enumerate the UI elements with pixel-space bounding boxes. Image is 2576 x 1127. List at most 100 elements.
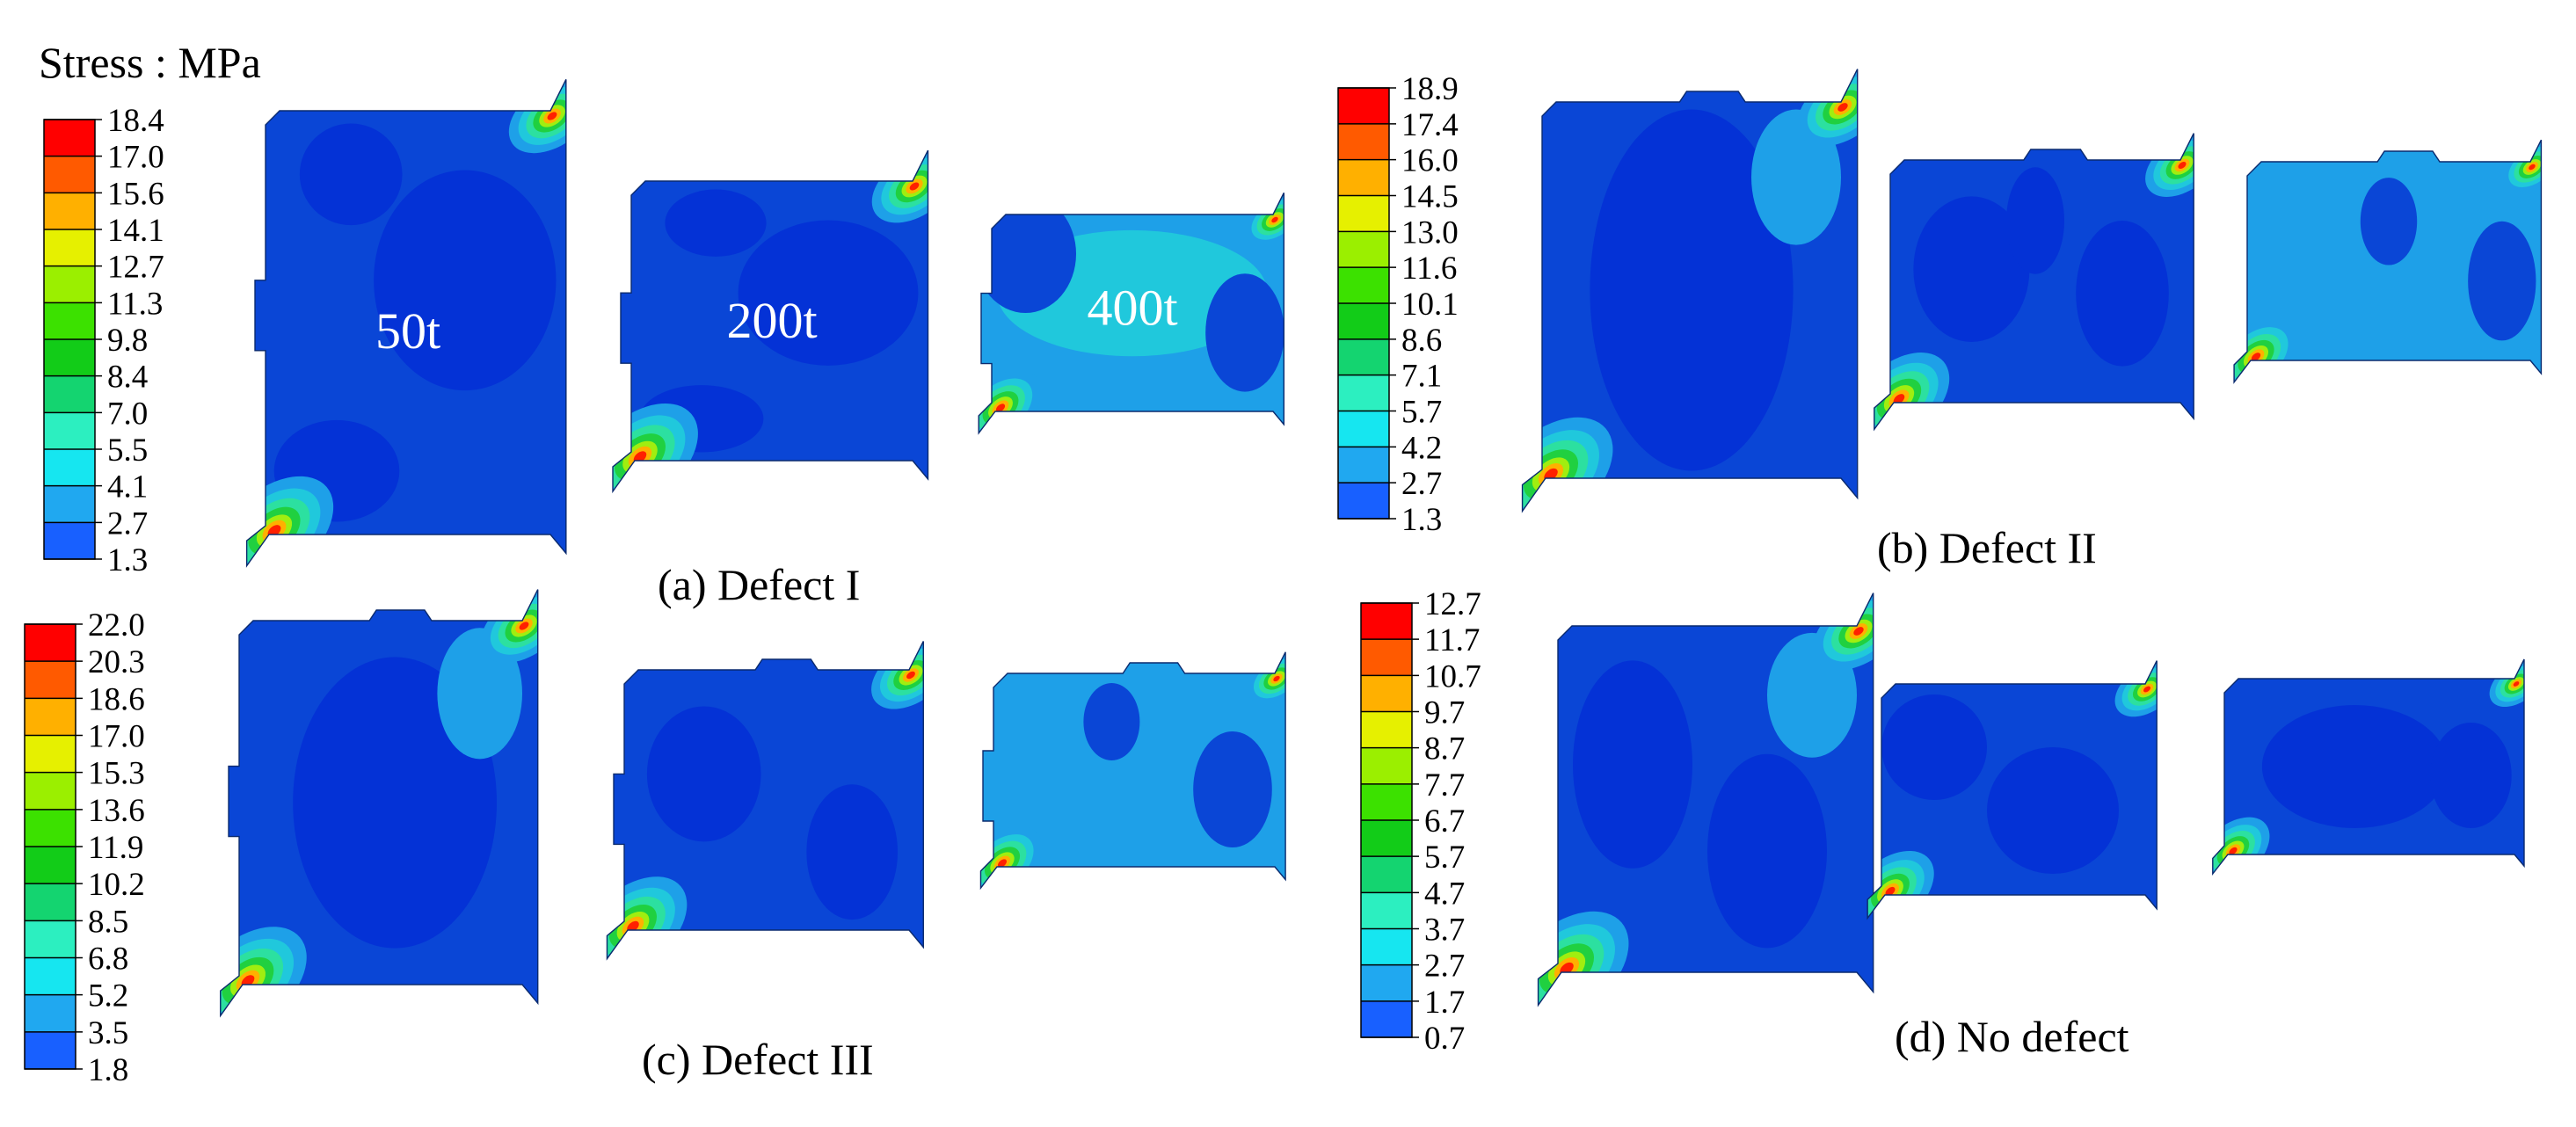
scale-tick-label: 11.7 <box>1424 622 1480 658</box>
contour-field <box>1874 133 2194 430</box>
scale-tick-label: 10.2 <box>88 867 145 903</box>
scale-tick-label: 5.2 <box>88 978 128 1014</box>
contour-zone <box>2430 723 2512 828</box>
scale-tick-label: 11.9 <box>88 830 143 866</box>
scale-swatch <box>1338 159 1389 196</box>
scale-tick-label: 0.7 <box>1424 1021 1465 1057</box>
scale-swatch <box>1361 1000 1412 1037</box>
scale-swatch <box>25 772 76 810</box>
scale-swatch <box>1338 195 1389 232</box>
contour-shape-a-400t: 400t <box>978 193 1285 435</box>
contour-shape-b-400t <box>2233 139 2543 384</box>
scale-swatch <box>44 485 95 523</box>
hotspot-ring <box>519 622 529 630</box>
shape-outline <box>979 651 1286 891</box>
scale-tick-label: 4.7 <box>1424 876 1465 912</box>
scale-tick-label: 2.7 <box>1424 949 1465 985</box>
scale-swatch <box>1361 639 1412 676</box>
scale-tick-label: 7.1 <box>1401 359 1442 395</box>
shape-outline <box>1537 593 1874 1007</box>
scale-tick-label: 7.7 <box>1424 767 1465 803</box>
contour-field <box>613 150 928 491</box>
contour-zone <box>1987 747 2119 874</box>
scale-swatch <box>1361 675 1412 712</box>
scale-swatch <box>44 120 95 156</box>
contour-field <box>246 79 566 566</box>
scale-tick-label: 10.1 <box>1401 287 1459 323</box>
contour-shape-c-200t <box>606 641 924 961</box>
scale-tick-label: 8.4 <box>107 360 148 396</box>
contour-shape-d-200t <box>1867 660 2158 920</box>
contour-shape-c-400t <box>979 651 1286 891</box>
contour-shape-d-400t <box>2212 658 2525 876</box>
contour-shape-d-50t <box>1537 593 1874 1007</box>
hotspot-ring <box>995 404 1006 412</box>
scale-tick-label: 13.6 <box>88 793 145 829</box>
hotspot-ring <box>997 859 1008 868</box>
shape-outline <box>612 149 929 494</box>
scale-tick-label: 6.7 <box>1424 803 1465 840</box>
scale-swatch <box>1361 928 1412 965</box>
contour-shape-b-200t <box>1874 133 2194 432</box>
hotspot-ring <box>2178 162 2187 169</box>
scale-swatch <box>1338 303 1389 339</box>
scale-tick-label: 5.7 <box>1424 840 1465 876</box>
panel-caption-d: (d) No defect <box>1895 1012 2129 1061</box>
scale-tick-label: 6.8 <box>88 942 128 978</box>
scale-swatch <box>1361 820 1412 857</box>
contour-zone <box>806 784 899 920</box>
scale-tick-label: 3.5 <box>88 1015 128 1051</box>
scale-tick-label: 8.5 <box>88 904 128 940</box>
scale-swatch <box>25 809 76 847</box>
scale-swatch <box>25 698 76 736</box>
scale-tick-label: 20.3 <box>88 644 145 680</box>
scale-tick-label: 13.0 <box>1401 214 1459 251</box>
scale-tick-label: 1.3 <box>107 542 148 578</box>
contour-field <box>980 651 1286 889</box>
scale-swatch <box>44 229 95 266</box>
contour-zone <box>1707 753 1827 949</box>
contour-zone <box>1913 196 2030 342</box>
scale-swatch <box>1338 231 1389 268</box>
hotspot-ring <box>1853 627 1864 636</box>
contour-field <box>2212 659 2524 874</box>
scale-tick-label: 8.7 <box>1424 731 1465 767</box>
scale-tick-label: 5.7 <box>1401 395 1442 431</box>
scale-tick-label: 12.7 <box>1424 586 1481 622</box>
scale-swatch <box>44 339 95 376</box>
contour-zone <box>738 220 919 366</box>
scale-tick-label: 17.0 <box>88 719 145 755</box>
shape-load-label: 50t <box>375 302 440 360</box>
hotspot-ring <box>1885 886 1896 897</box>
scale-tick-label: 9.7 <box>1424 695 1465 731</box>
contour-zone <box>1205 273 1284 392</box>
shape-outline <box>606 641 924 961</box>
shape-load-label: 200t <box>726 292 817 349</box>
scale-swatch <box>44 265 95 303</box>
contour-shape-b-50t <box>1521 69 1859 513</box>
contour-zone <box>1590 109 1794 471</box>
contour-zone <box>665 189 767 257</box>
shape-outline <box>245 79 567 568</box>
contour-zone <box>2006 167 2064 274</box>
scale-swatch <box>1361 856 1412 893</box>
scale-swatch <box>1338 88 1389 124</box>
contour-field <box>2234 140 2542 382</box>
scale-swatch <box>25 661 76 699</box>
scale-swatch <box>44 302 95 339</box>
scale-tick-label: 18.6 <box>88 681 145 717</box>
scale-swatch <box>1338 123 1389 160</box>
contour-zone <box>2360 178 2418 265</box>
scale-swatch <box>1338 411 1389 447</box>
scale-swatch <box>25 847 76 884</box>
scale-tick-label: 15.3 <box>88 756 145 792</box>
scale-swatch <box>25 957 76 995</box>
scale-swatch <box>1361 783 1412 820</box>
scale-swatch <box>44 449 95 486</box>
contour-field <box>1538 593 1874 1006</box>
contour-zone <box>2076 220 2169 367</box>
scale-swatch <box>44 156 95 193</box>
scale-tick-label: 22.0 <box>88 607 145 643</box>
scale-tick-label: 8.6 <box>1401 323 1442 359</box>
